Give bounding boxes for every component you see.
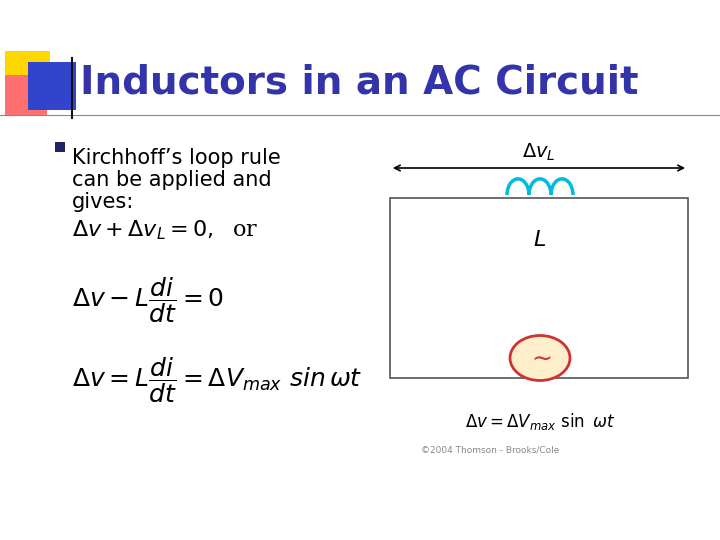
Text: Inductors in an AC Circuit: Inductors in an AC Circuit xyxy=(80,63,639,101)
Text: $\Delta v = \Delta V_{max}\ \sin\ \omega t$: $\Delta v = \Delta V_{max}\ \sin\ \omega… xyxy=(464,411,616,433)
Text: $\Delta v = L\dfrac{di}{dt} = \Delta V_{max}\ sin\,\omega t$: $\Delta v = L\dfrac{di}{dt} = \Delta V_{… xyxy=(72,355,363,405)
Text: can be applied and: can be applied and xyxy=(72,170,271,190)
Text: $\Delta v + \Delta v_L = 0,$  or: $\Delta v + \Delta v_L = 0,$ or xyxy=(72,218,258,242)
FancyBboxPatch shape xyxy=(5,75,47,115)
Text: Kirchhoff’s loop rule: Kirchhoff’s loop rule xyxy=(72,148,281,168)
Text: ©2004 Thomson - Brooks/Cole: ©2004 Thomson - Brooks/Cole xyxy=(420,446,559,455)
Text: $\sim$: $\sim$ xyxy=(528,346,552,370)
FancyBboxPatch shape xyxy=(28,62,76,110)
Text: $\Delta v_L$: $\Delta v_L$ xyxy=(522,141,556,163)
Text: $\Delta v - L\dfrac{di}{dt} = 0$: $\Delta v - L\dfrac{di}{dt} = 0$ xyxy=(72,275,224,325)
Circle shape xyxy=(510,335,570,381)
FancyBboxPatch shape xyxy=(55,142,65,152)
Text: gives:: gives: xyxy=(72,192,134,212)
Text: $L$: $L$ xyxy=(534,229,546,251)
FancyBboxPatch shape xyxy=(5,51,50,96)
